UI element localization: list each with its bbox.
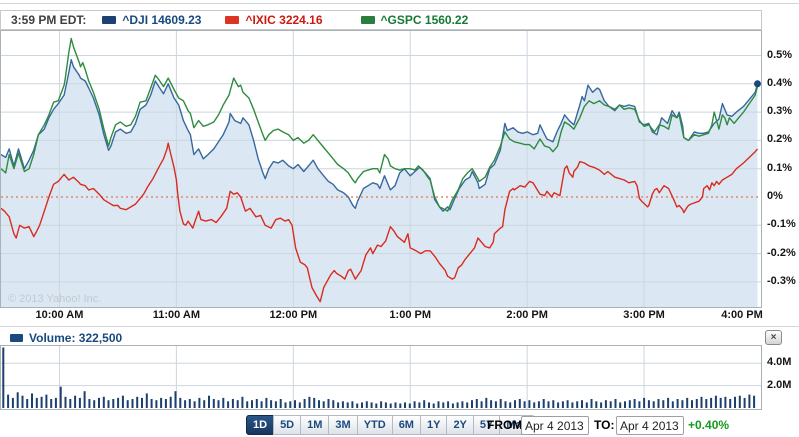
volume-chart-canvas[interactable]: [1, 346, 761, 409]
dji-area-fill: [1, 59, 758, 307]
y-axis-tick: -0.1%: [767, 218, 796, 231]
x-axis-tick: 10:00 AM: [35, 309, 84, 321]
price-chart-canvas[interactable]: [1, 31, 761, 307]
volume-swatch-icon: [10, 334, 23, 342]
x-axis-tick: 1:00 PM: [389, 309, 432, 321]
y-axis-tick: 0%: [767, 190, 783, 202]
range-button-2y[interactable]: 2Y: [446, 415, 474, 435]
ixic-value: 3224.16: [279, 13, 323, 27]
y-axis-tick: 0.3%: [767, 105, 793, 118]
range-button-3m[interactable]: 3M: [328, 415, 358, 435]
volume-axis-tick: 4.0M: [767, 356, 792, 369]
chart-toolbar: 1D 5D 1M 3M YTD 6M 1Y 2Y 5Y Max FROM: TO…: [0, 415, 799, 437]
legend-item-ixic: ^IXIC 3224.16: [225, 13, 323, 27]
time-axis: 10:00 AM 11:00 AM 12:00 PM 1:00 PM 2:00 PM 3:…: [0, 309, 763, 325]
dji-value: 14609.23: [151, 13, 202, 27]
dji-end-dot: [754, 80, 761, 88]
range-button-5y[interactable]: 5Y: [472, 415, 501, 435]
x-axis-tick: 11:00 AM: [152, 309, 201, 321]
to-label: TO:: [594, 418, 615, 432]
ixic-swatch-icon: [225, 16, 240, 24]
gspc-value: 1560.22: [424, 13, 469, 27]
quote-timestamp: 3:59 PM EDT:: [11, 13, 87, 27]
quote-legend: 3:59 PM EDT: ^DJI 14609.23 ^IXIC 3224.16…: [0, 10, 762, 30]
range-button-group: 1D 5D 1M 3M YTD 6M 1Y 2Y 5Y Max: [246, 415, 535, 435]
volume-bars: [2, 347, 756, 408]
y-axis-tick: 0.2%: [767, 133, 793, 146]
copyright-watermark: © 2013 Yahoo! Inc.: [8, 293, 102, 305]
x-axis-tick: 3:00 PM: [623, 309, 665, 321]
y-axis-tick: 0.5%: [767, 48, 793, 61]
volume-value: 322,500: [78, 331, 123, 345]
x-axis-tick: 4:00 PM: [721, 309, 763, 321]
gspc-symbol: ^GSPC: [380, 13, 422, 27]
dji-swatch-icon: [102, 16, 117, 24]
volume-chart[interactable]: [0, 345, 762, 410]
volume-axis-tick: 2.0M: [767, 378, 792, 391]
dji-line: [1, 59, 759, 212]
volume-label: Volume:: [29, 331, 76, 345]
top-divider: [0, 3, 799, 4]
volume-legend: Volume: 322,500: [10, 331, 122, 345]
gspc-swatch-icon: [360, 16, 375, 24]
y-axis-tick: -0.3%: [767, 274, 796, 287]
legend-item-dji: ^DJI 14609.23: [102, 13, 201, 27]
ixic-symbol: ^IXIC: [245, 13, 276, 27]
dji-symbol: ^DJI: [122, 13, 149, 27]
gridlines: [1, 31, 761, 307]
y-axis-tick: 0.1%: [767, 161, 793, 174]
y-axis-tick: -0.2%: [767, 246, 796, 259]
legend-item-gspc: ^GSPC 1560.22: [360, 13, 469, 27]
range-button-1y[interactable]: 1Y: [419, 415, 448, 435]
range-button-1d[interactable]: 1D: [246, 415, 275, 435]
axis-divider: [0, 326, 799, 327]
period-change-badge: +0.40%: [688, 418, 730, 432]
range-button-6m[interactable]: 6M: [391, 415, 421, 435]
range-button-ytd[interactable]: YTD: [356, 415, 393, 435]
y-axis-tick: 0.4%: [767, 76, 793, 89]
from-date-input[interactable]: [521, 416, 589, 435]
to-date-input[interactable]: [616, 416, 684, 435]
ixic-line: [1, 142, 759, 303]
x-axis-tick: 12:00 PM: [269, 309, 318, 321]
from-label: FROM:: [487, 418, 527, 432]
gspc-line: [1, 37, 759, 212]
range-button-1m[interactable]: 1M: [300, 415, 330, 435]
range-button-5d[interactable]: 5D: [273, 415, 302, 435]
volume-gridlines: [1, 346, 761, 409]
main-price-chart[interactable]: [0, 30, 762, 308]
close-volume-button[interactable]: ×: [765, 330, 782, 345]
x-axis-tick: 2:00 PM: [506, 309, 548, 321]
